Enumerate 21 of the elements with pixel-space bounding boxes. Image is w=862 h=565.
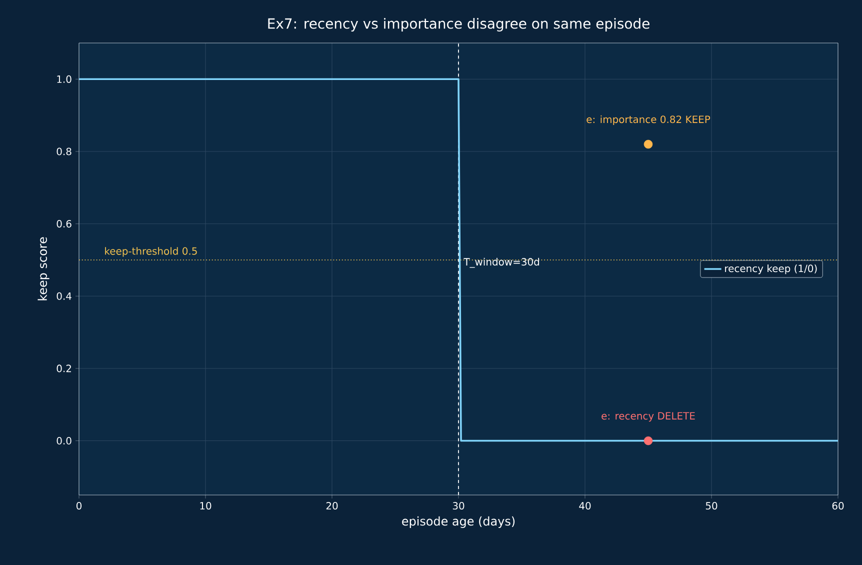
y-tick-label: 0.2: [56, 364, 71, 372]
y-axis-title: keep score: [38, 237, 50, 300]
y-tick-label: 0.4: [56, 292, 72, 300]
x-tick-label: 10: [200, 502, 212, 510]
x-tick-label: 20: [326, 502, 338, 510]
x-tick-label: 0: [76, 502, 82, 510]
x-axis-title: episode age (days): [402, 516, 515, 528]
chart-title: Ex7: recency vs importance disagree on same episode: [268, 18, 650, 32]
ref-line-label: keep-threshold 0.5: [105, 247, 197, 257]
legend-label: recency keep (1/0): [725, 264, 817, 274]
annotation: e: recency DELETE: [602, 412, 695, 422]
y-tick-label: 0.6: [56, 220, 72, 228]
x-tick-label: 30: [452, 502, 464, 510]
y-tick-label: 1.0: [57, 75, 72, 83]
x-tick-label: 60: [832, 502, 844, 510]
y-tick-label: 0.8: [56, 148, 72, 156]
annotation: e: importance 0.82 KEEP: [586, 115, 710, 126]
y-tick-label: 0.0: [56, 436, 72, 445]
x-tick-label: 50: [706, 502, 718, 510]
x-tick-label: 40: [579, 502, 591, 510]
ref-line-label: T_window=30d: [464, 258, 540, 268]
